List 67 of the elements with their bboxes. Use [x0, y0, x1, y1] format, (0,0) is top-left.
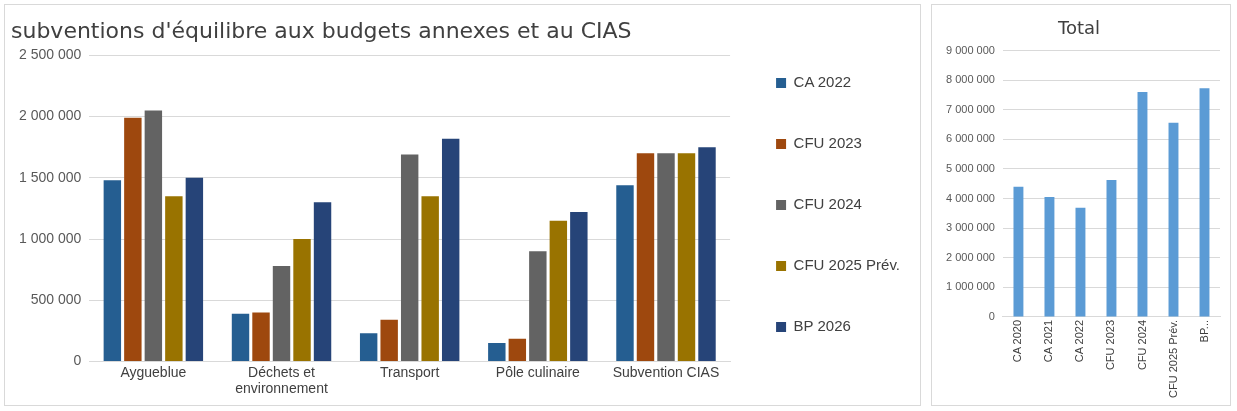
- y-tick-label: 500 000: [30, 291, 82, 308]
- bar: [657, 153, 675, 361]
- chart-title: Total: [1056, 17, 1101, 39]
- y-tick-label: 6 000 000: [946, 132, 995, 145]
- y-tick-label: 0: [73, 352, 82, 369]
- x-tick-label: Transport: [379, 363, 440, 380]
- x-tick-label: Pôle culinaire: [495, 363, 581, 380]
- bar: [1168, 122, 1179, 317]
- x-tick-label: CA 2022: [1073, 319, 1086, 363]
- bar: [165, 196, 183, 361]
- chart-title: subventions d'équilibre aux budgets annexes et au CIAS: [11, 17, 632, 43]
- bar: [272, 265, 291, 361]
- bar: [616, 185, 634, 361]
- bar: [529, 251, 547, 361]
- y-tick-label: 8 000 000: [946, 73, 995, 86]
- x-tick-label: CA 2021: [1042, 319, 1055, 363]
- bar: [1137, 92, 1148, 317]
- y-tick-label: 1 500 000: [18, 168, 82, 185]
- bar: [570, 212, 588, 361]
- bar: [400, 154, 419, 361]
- y-tick-label: 0: [988, 309, 995, 322]
- bar: [313, 202, 332, 361]
- bar: [231, 313, 250, 361]
- bar: [441, 138, 460, 361]
- y-tick-label: 5 000 000: [946, 162, 995, 175]
- bar: [1013, 186, 1024, 317]
- bar: [380, 319, 398, 361]
- x-tick-label: Déchets et environnement: [235, 363, 328, 397]
- y-tick-label: 2 500 000: [18, 46, 82, 63]
- y-tick-label: 2 000 000: [18, 107, 82, 124]
- bar: [677, 153, 696, 361]
- x-tick-label: CA 2020: [1011, 319, 1024, 363]
- bar: [488, 343, 506, 361]
- bar: [1106, 179, 1117, 317]
- x-tick-label: BP...: [1197, 319, 1210, 343]
- y-tick-label: 2 000 000: [946, 250, 995, 263]
- bar: [252, 312, 270, 361]
- y-tick-label: 4 000 000: [946, 191, 995, 204]
- bar: [124, 117, 142, 361]
- bar: [185, 177, 204, 361]
- x-tick-label: Subvention CIAS: [612, 363, 720, 380]
- bar: [359, 333, 378, 361]
- x-tick-label: CFU 2025 Prév.: [1166, 319, 1179, 399]
- bar: [144, 110, 163, 361]
- y-tick-label: 9 000 000: [946, 43, 995, 56]
- legend-label: CFU 2024: [793, 195, 862, 213]
- y-tick-label: 3 000 000: [946, 221, 995, 234]
- bar: [549, 220, 568, 361]
- bar: [421, 196, 439, 361]
- bar: [698, 147, 716, 361]
- y-tick-label: 7 000 000: [946, 102, 995, 115]
- x-tick-label: Aygueblue: [120, 363, 187, 380]
- bar: [1199, 88, 1210, 317]
- bar: [1075, 207, 1086, 317]
- x-tick-label: CFU 2023: [1104, 319, 1117, 371]
- legend-label: CFU 2023: [793, 134, 862, 152]
- bar: [1044, 197, 1055, 317]
- x-tick-label: CFU 2024: [1135, 319, 1148, 371]
- bar: [293, 239, 311, 361]
- legend-label: CA 2022: [793, 73, 852, 91]
- bar: [103, 180, 122, 361]
- bar: [508, 338, 527, 361]
- legend-label: BP 2026: [793, 317, 851, 335]
- y-tick-label: 1 000 000: [18, 229, 82, 246]
- legend-label: CFU 2025 Prév.: [793, 256, 901, 274]
- bar: [636, 153, 655, 361]
- y-tick-label: 1 000 000: [946, 280, 995, 293]
